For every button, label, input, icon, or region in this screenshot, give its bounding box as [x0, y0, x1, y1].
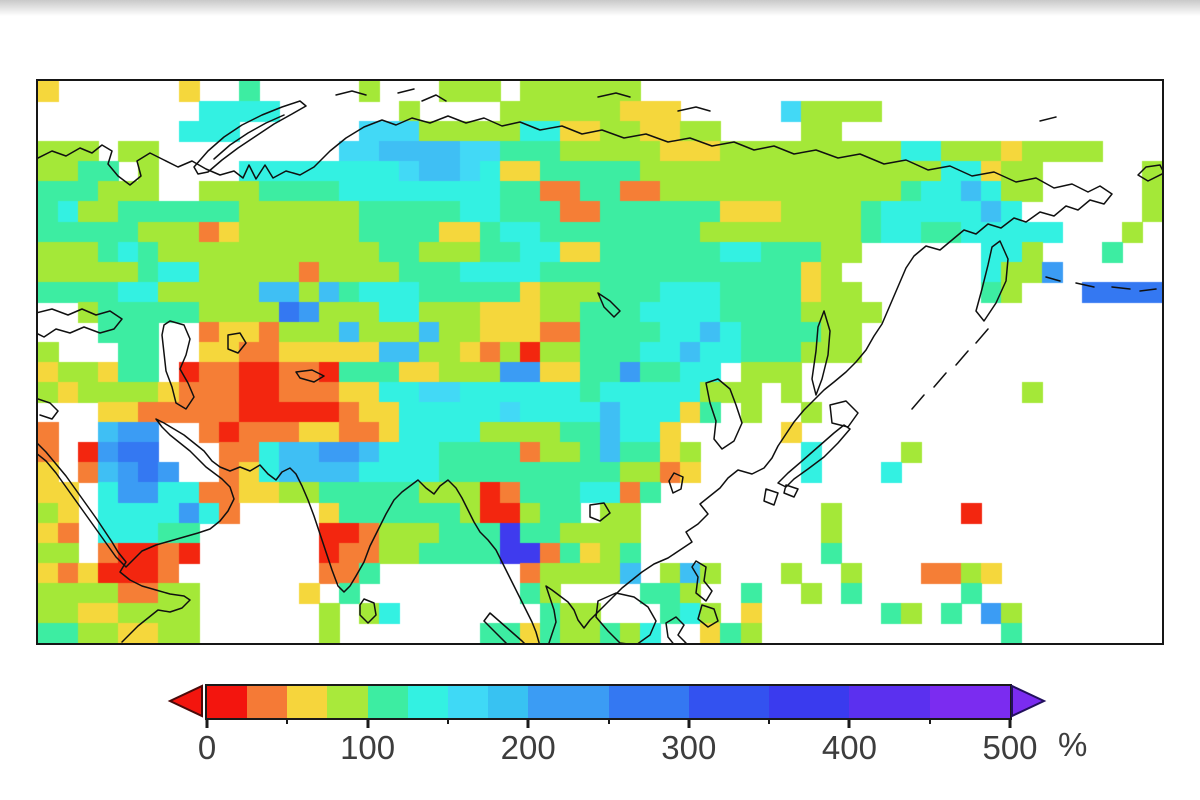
colorbar-unit-label: %	[1058, 726, 1088, 763]
overflow-arrow-shape	[1011, 684, 1047, 718]
colorbar-major-tick	[526, 718, 530, 728]
colorbar-minor-tick	[446, 718, 449, 724]
colorbar-segment	[849, 686, 930, 718]
colorbar-major-tick	[366, 718, 370, 728]
overflow-arrow-icon	[1011, 684, 1047, 718]
underflow-arrow-shape	[167, 684, 203, 718]
colorbar-scale: 0 100 200 300 400 500	[198, 718, 1038, 778]
colorbar-major-tick	[687, 718, 691, 728]
colorbar-segments	[207, 686, 1011, 718]
colorbar-tick-label: 400	[821, 729, 877, 766]
colorbar-tick-label: 100	[340, 729, 396, 766]
colorbar-segment	[528, 686, 609, 718]
colorbar-minor-tick	[928, 718, 931, 724]
colorbar-segment	[769, 686, 850, 718]
colorbar-segment	[207, 686, 248, 718]
colorbar-tick-label: 300	[661, 729, 717, 766]
colorbar	[205, 684, 1012, 720]
colorbar-segment	[247, 686, 288, 718]
colorbar-major-tick	[205, 718, 209, 728]
colorbar-tick-label: 500	[982, 729, 1038, 766]
colorbar-segment	[688, 686, 770, 718]
colorbar-minor-tick	[768, 718, 771, 724]
colorbar-tick-label: 200	[500, 729, 556, 766]
map-figure	[36, 79, 1164, 645]
colorbar-segment	[367, 686, 408, 718]
page-top-gradient	[0, 0, 1200, 16]
colorbar-major-tick	[1008, 718, 1012, 728]
colorbar-tick-label: 0	[197, 729, 217, 766]
colorbar-major-tick	[847, 718, 851, 728]
raster-canvas	[38, 81, 1162, 643]
colorbar-segment	[287, 686, 328, 718]
colorbar-minor-tick	[286, 718, 289, 724]
colorbar-minor-tick	[607, 718, 610, 724]
colorbar-segment	[488, 686, 529, 718]
colorbar-segment	[447, 686, 489, 718]
colorbar-segment	[407, 686, 448, 718]
colorbar-segment	[327, 686, 368, 718]
underflow-arrow-icon	[167, 684, 203, 718]
colorbar-segment	[929, 686, 1011, 718]
colorbar-segment	[608, 686, 689, 718]
